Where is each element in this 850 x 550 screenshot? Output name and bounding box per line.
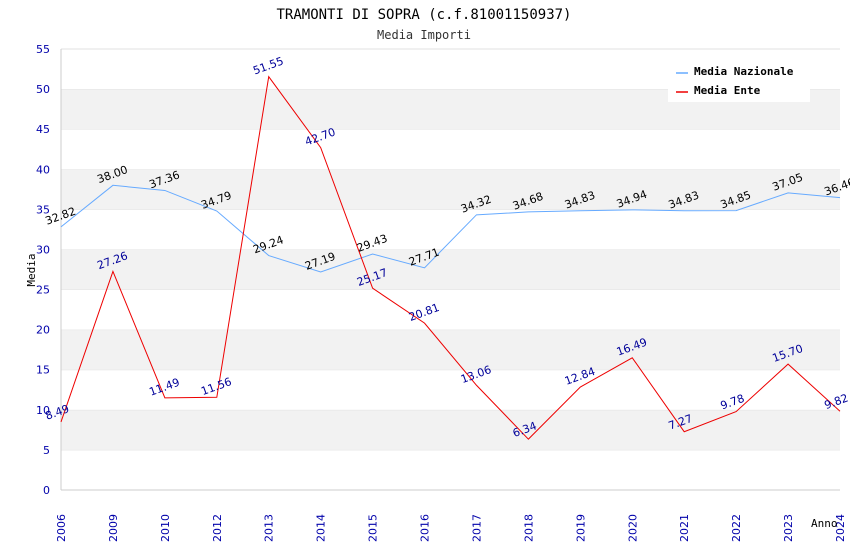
y-axis-label: Media [25,253,38,286]
x-tick-label: 2009 [107,514,120,542]
legend-label-nazionale: Media Nazionale [694,65,794,78]
x-tick-label: 2020 [626,514,639,542]
y-tick-label: 0 [43,484,50,497]
chart-subtitle: Media Importi [377,28,471,42]
x-tick-label: 2006 [55,514,68,542]
grid-band [61,449,840,490]
legend: Media Nazionale Media Ente [668,60,810,102]
series-lines [60,75,841,440]
x-tick-label: 2024 [834,514,847,542]
grid-band [61,289,840,330]
x-tick-label: 2017 [470,514,483,542]
grid-band [61,129,840,170]
y-axis-ticks: 0 5 10 15 20 25 30 35 40 45 50 55 [36,43,50,497]
grid-band [61,409,840,450]
y-tick-label: 30 [36,243,50,256]
grid-band [61,209,840,250]
y-tick-label: 20 [36,324,50,337]
y-tick-label: 15 [36,364,50,377]
grid-band [61,369,840,410]
legend-background [668,60,810,102]
x-tick-label: 2012 [211,514,224,542]
x-tick-label: 2021 [678,514,691,542]
series-line-1 [60,75,841,440]
grid-band [61,169,840,210]
x-axis-label: Anno [811,517,838,530]
y-tick-label: 5 [43,444,50,457]
x-tick-label: 2018 [522,514,535,542]
series-line-0 [60,184,841,273]
y-tick-label: 25 [36,284,50,297]
chart-title: TRAMONTI DI SOPRA (c.f.81001150937) [276,7,571,23]
x-tick-label: 2013 [263,514,276,542]
x-tick-label: 2022 [730,514,743,542]
y-tick-label: 35 [36,203,50,216]
x-tick-label: 2015 [367,514,380,542]
y-tick-label: 50 [36,83,50,96]
grid-bands [60,48,840,491]
y-tick-label: 45 [36,123,50,136]
x-tick-label: 2010 [159,514,172,542]
y-tick-label: 40 [36,163,50,176]
grid-band [61,329,840,370]
x-tick-label: 2023 [782,514,795,542]
x-axis-ticks: 2006 2009 2010 2012 2013 2014 2015 2016 2017 2018… [55,514,847,542]
y-tick-label: 10 [36,404,50,417]
y-tick-label: 55 [36,43,50,56]
x-tick-label: 2014 [315,514,328,542]
x-tick-label: 2019 [574,514,587,542]
grid-band [61,249,840,290]
legend-label-ente: Media Ente [694,84,761,97]
x-tick-label: 2016 [419,514,432,542]
